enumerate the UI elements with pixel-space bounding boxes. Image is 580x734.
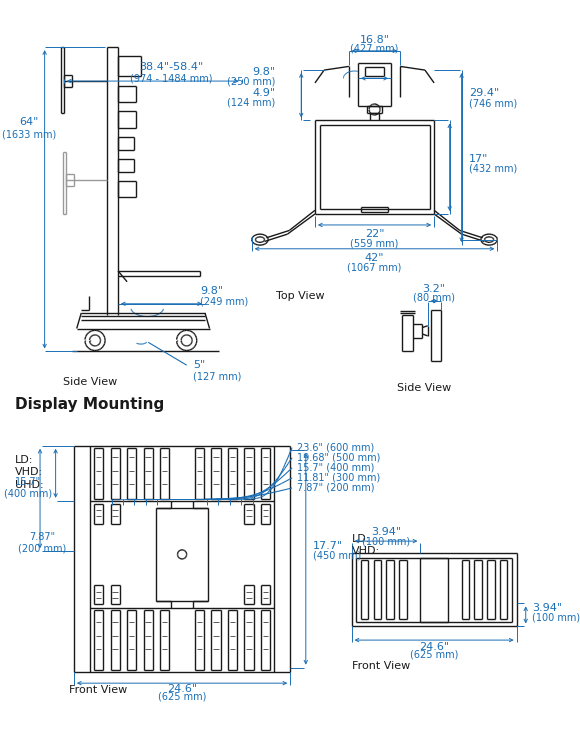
Text: LD:: LD: (351, 534, 370, 545)
Text: VHD:: VHD: (15, 468, 44, 477)
Text: (1633 mm): (1633 mm) (2, 129, 56, 139)
Text: (1067 mm): (1067 mm) (347, 262, 402, 272)
Text: 29.4": 29.4" (469, 88, 499, 98)
Text: (450 mm): (450 mm) (313, 550, 361, 561)
Text: 16.8": 16.8" (360, 34, 390, 45)
Text: (124 mm): (124 mm) (227, 97, 276, 107)
Text: (427 mm): (427 mm) (350, 43, 398, 53)
Text: 7.87" (200 mm): 7.87" (200 mm) (296, 483, 374, 493)
Text: (249 mm): (249 mm) (201, 297, 249, 307)
Text: (127 mm): (127 mm) (193, 371, 241, 381)
Text: 11.81" (300 mm): 11.81" (300 mm) (296, 473, 380, 483)
Text: 24.6": 24.6" (167, 683, 197, 694)
Text: 7.87": 7.87" (29, 532, 55, 542)
Text: (200 mm): (200 mm) (18, 543, 66, 553)
Text: (80 mm): (80 mm) (413, 292, 455, 302)
Text: 22": 22" (365, 229, 385, 239)
Text: 64": 64" (19, 117, 39, 127)
Text: (400 mm): (400 mm) (4, 488, 52, 498)
Text: 3.94": 3.94" (371, 527, 401, 537)
Text: 19.68" (500 mm): 19.68" (500 mm) (296, 453, 380, 462)
Text: (625 mm): (625 mm) (410, 650, 458, 660)
Text: (625 mm): (625 mm) (158, 692, 206, 702)
Text: 3.2": 3.2" (423, 284, 445, 294)
Text: 17": 17" (469, 154, 488, 164)
Text: (100 mm): (100 mm) (362, 536, 410, 546)
Text: 15.7" (400 mm): 15.7" (400 mm) (296, 463, 374, 473)
Text: Side View: Side View (63, 377, 117, 387)
Text: VHD:: VHD: (351, 546, 380, 556)
Text: 42": 42" (365, 253, 385, 263)
Text: Display Mounting: Display Mounting (15, 397, 165, 412)
Text: 5": 5" (193, 360, 205, 370)
Text: (432 mm): (432 mm) (469, 163, 517, 173)
Text: (746 mm): (746 mm) (469, 98, 517, 108)
Text: Front View: Front View (70, 686, 128, 696)
Text: Front View: Front View (351, 661, 410, 671)
Text: (974 - 1484 mm): (974 - 1484 mm) (130, 73, 212, 84)
Text: LD:: LD: (15, 454, 34, 465)
Text: (250 mm): (250 mm) (227, 77, 276, 87)
Text: 24.6": 24.6" (419, 642, 449, 652)
Text: 38.4"-58.4": 38.4"-58.4" (139, 62, 203, 73)
Text: 15.7": 15.7" (15, 478, 41, 487)
Text: 9.8": 9.8" (201, 286, 223, 296)
Text: Top View: Top View (277, 291, 325, 302)
Text: 23.6" (600 mm): 23.6" (600 mm) (296, 443, 374, 453)
Text: Side View: Side View (397, 383, 452, 393)
Text: 17.7": 17.7" (313, 541, 343, 550)
Text: UHD:: UHD: (15, 480, 44, 490)
Text: 3.94": 3.94" (532, 603, 562, 613)
Text: 9.8": 9.8" (252, 67, 276, 77)
Text: (559 mm): (559 mm) (350, 239, 398, 248)
Text: (100 mm): (100 mm) (532, 612, 580, 622)
Text: 4.9": 4.9" (252, 88, 276, 98)
